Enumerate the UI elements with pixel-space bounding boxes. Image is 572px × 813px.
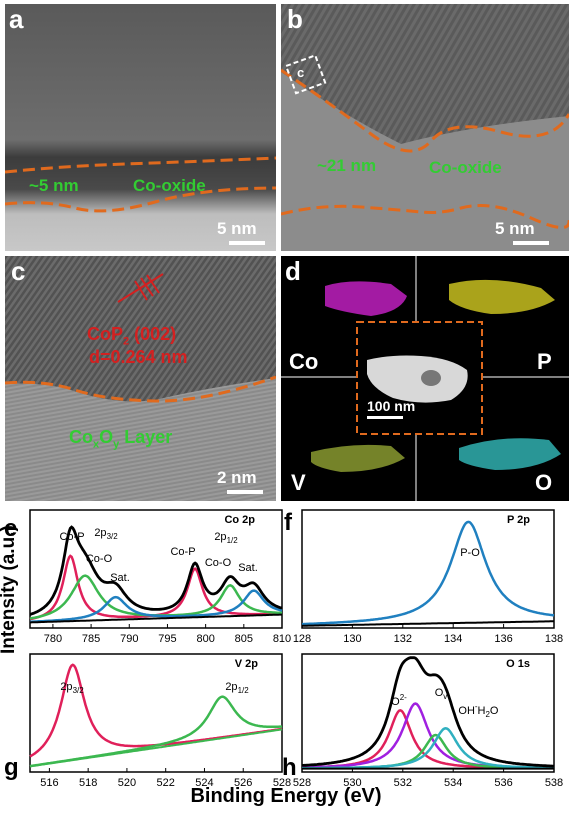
peak-label-h: H2O (478, 705, 499, 719)
panel-b-label: b (287, 4, 303, 34)
interface-line-bottom (281, 204, 569, 229)
series-e-sat (29, 589, 283, 624)
d-spacing-label: d=0.264 nm (89, 347, 188, 367)
series-h-o2 (302, 708, 554, 770)
x-tick-label-e: 785 (82, 633, 100, 645)
zoom-box (284, 54, 327, 95)
x-tick-label-f: 130 (343, 633, 361, 645)
panel-c-label: c (11, 256, 26, 286)
panel-a-label: a (9, 4, 24, 34)
series-f-po (302, 520, 555, 626)
panel-c-image (5, 256, 276, 501)
x-tick-label-e: 800 (196, 633, 214, 645)
plot-frame-e (29, 509, 283, 629)
panel-title-g: V 2p (235, 658, 259, 670)
x-tick-label-f: 138 (545, 633, 563, 645)
plot-frame-f (301, 509, 555, 629)
panel-c-scale-bar (227, 490, 263, 494)
series-h-h2o (302, 727, 555, 770)
co-element-label: Co (289, 349, 319, 374)
panel-b-scale-label: 5 nm (495, 219, 535, 238)
peak-label-e: Co-O (205, 557, 232, 569)
panel-b-thickness: ~21 nm (317, 156, 377, 175)
panel-a-tem-image: a ~5 nm Co-oxide 5 nm (5, 4, 276, 251)
panel-c-layer-label: CoxOy Layer (69, 427, 173, 451)
peak-label-e: Co-O (86, 553, 113, 565)
panel-a-scale-bar (229, 241, 265, 245)
interface-line (5, 375, 276, 403)
lattice-fringe-marker (117, 273, 164, 303)
panel-a-scale-label: 5 nm (217, 219, 257, 238)
panel-d-scale-label: 100 nm (367, 398, 416, 414)
x-axis-label: Binding Energy (eV) (190, 785, 382, 807)
peak-label-e: Co-P (170, 546, 195, 558)
peak-label-g: 2p3/2 (60, 681, 84, 695)
background-g (29, 728, 283, 768)
peak-label-e: Sat. (110, 572, 130, 584)
p-element-label: P (537, 349, 552, 374)
panel-b-layer-label: Co-oxide (429, 158, 502, 177)
panel-d-image (281, 256, 569, 501)
peak-label-e: 2p3/2 (94, 527, 118, 541)
x-tick-label-e: 795 (158, 633, 176, 645)
zoom-box-label: c (297, 65, 305, 80)
x-tick-label-f: 132 (394, 633, 412, 645)
interface-line-bottom (5, 186, 276, 213)
panel-b-scale-bar (513, 241, 549, 245)
panel-c-scale-label: 2 nm (217, 468, 257, 487)
panel-label-h: h (282, 754, 297, 781)
panel-a-thickness: ~5 nm (29, 176, 79, 195)
panel-a-image (5, 4, 276, 251)
panel-b-image (281, 4, 569, 251)
x-tick-label-f: 136 (494, 633, 512, 645)
panel-label-g: g (4, 754, 19, 781)
peak-label-e: Co-P (59, 531, 84, 543)
lattice-plane-label: CoP2 (002) (87, 324, 177, 348)
p-map (449, 279, 555, 314)
series-e-cop (29, 554, 282, 621)
panel-title-h: O 1s (506, 658, 530, 670)
peak-label-f: P-O (460, 547, 480, 559)
peak-label-g: 2p1/2 (225, 681, 249, 695)
envelope-h (301, 656, 554, 768)
interface-line-top (281, 68, 569, 153)
o-element-label: O (535, 470, 553, 495)
haadf-particle (367, 355, 468, 403)
peak-label-h: Ov (435, 687, 448, 701)
panel-c-tem-image: c CoP2 (002) d=0.264 nm CoxOy Layer 2 nm (5, 256, 276, 501)
panel-d-eds-mapping: d Co P V O 100 nm (281, 256, 569, 501)
panel-b-tem-image: b c ~21 nm Co-oxide 5 nm (281, 4, 569, 251)
v-map (311, 444, 405, 472)
background-f (301, 620, 554, 627)
x-tick-label-e: 780 (44, 633, 62, 645)
series-h-oh (302, 733, 554, 770)
interface-line-top (5, 156, 276, 174)
peak-label-h: OH- (458, 702, 478, 717)
x-tick-label-e: 805 (235, 633, 253, 645)
v-element-label: V (291, 470, 306, 495)
series-g-2p12 (29, 695, 283, 768)
plot-frame-g (29, 653, 283, 773)
co-map (325, 281, 407, 316)
x-tick-label-f: 134 (444, 633, 462, 645)
x-tick-label-f: 128 (293, 633, 311, 645)
panel-a-layer-label: Co-oxide (133, 176, 206, 195)
background-e (30, 613, 283, 624)
x-tick-label-e: 790 (120, 633, 138, 645)
series-h-ov (302, 702, 554, 770)
peak-label-e: 2p1/2 (214, 531, 238, 545)
plot-frame-h (301, 653, 555, 773)
panel-title-f: P 2p (507, 514, 530, 526)
panel-d-label: d (285, 256, 301, 286)
panel-title-e: Co 2p (224, 514, 255, 526)
series-e-coo (29, 574, 282, 620)
series-g-2p32 (29, 663, 283, 758)
o-map (459, 438, 561, 470)
x-tick-label-e: 810 (273, 633, 291, 645)
panel-d-scale-bar (367, 416, 403, 419)
envelope-e (29, 525, 283, 616)
peak-label-h: O2- (391, 693, 407, 708)
panel-label-f: f (284, 509, 293, 536)
peak-label-e: Sat. (238, 562, 258, 574)
